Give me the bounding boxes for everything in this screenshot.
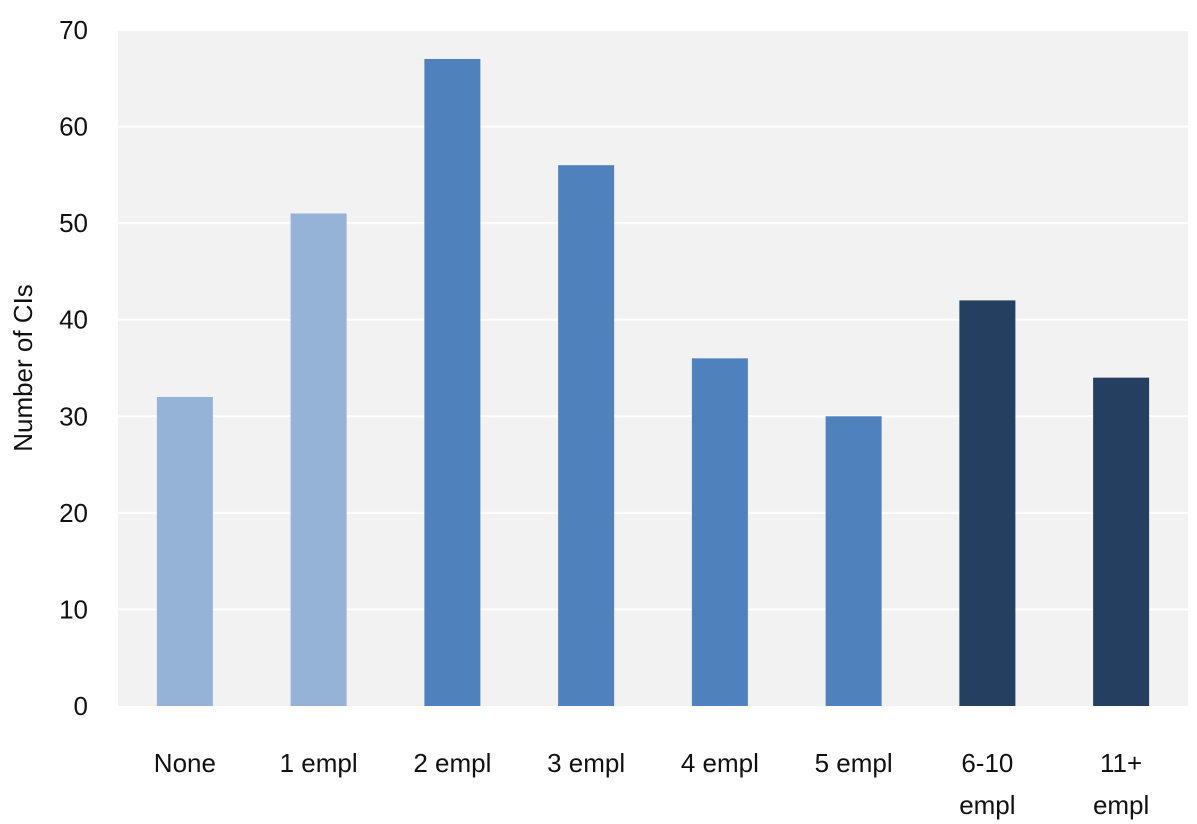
bar [959, 300, 1016, 706]
x-category-label: 2 empl [413, 748, 491, 778]
bar [290, 213, 347, 706]
y-tick-label: 0 [74, 691, 88, 721]
bar [156, 396, 213, 706]
bar [424, 58, 481, 706]
bar [1093, 377, 1150, 706]
x-category-label: None [154, 748, 216, 778]
y-tick-label: 20 [59, 498, 88, 528]
y-tick-label: 10 [59, 594, 88, 624]
x-category-label: 5 empl [815, 748, 893, 778]
y-axis-tick-labels: 0 10 20 30 40 50 60 70 [59, 15, 88, 721]
y-tick-label: 60 [59, 112, 88, 142]
bars [156, 58, 1150, 706]
plot-background [118, 30, 1188, 706]
y-tick-label: 70 [59, 15, 88, 45]
x-category-label: 6-10 empl [959, 748, 1015, 820]
y-tick-label: 30 [59, 401, 88, 431]
x-category-label: 4 empl [681, 748, 759, 778]
x-axis-category-labels: None 1 empl 2 empl 3 empl 4 empl 5 empl 6-10 em… [154, 748, 1150, 820]
y-axis-title: Number of CIs [8, 284, 38, 452]
x-category-label: 11+ empl [1093, 748, 1149, 820]
x-category-label: 1 empl [280, 748, 358, 778]
y-tick-label: 50 [59, 208, 88, 238]
bar [691, 358, 748, 706]
y-tick-label: 40 [59, 305, 88, 335]
bar [558, 165, 615, 706]
x-category-label: 3 empl [547, 748, 625, 778]
bar [825, 416, 882, 706]
